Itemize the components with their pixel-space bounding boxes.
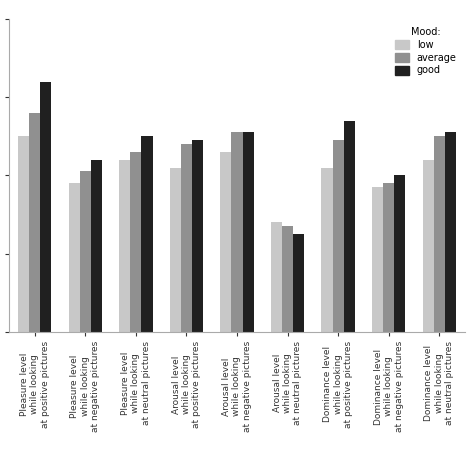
Bar <box>422 160 434 332</box>
Bar <box>170 168 181 332</box>
Bar <box>333 140 344 332</box>
Bar <box>383 183 394 332</box>
Bar <box>91 160 102 332</box>
Legend: low, average, good: low, average, good <box>392 24 460 78</box>
Bar <box>344 121 355 332</box>
Bar <box>141 137 153 332</box>
Bar <box>321 168 333 332</box>
Bar <box>271 222 282 332</box>
Bar <box>231 132 243 332</box>
Bar <box>394 175 405 332</box>
Bar <box>434 137 445 332</box>
Bar <box>18 137 29 332</box>
Bar <box>40 82 52 332</box>
Bar <box>243 132 254 332</box>
Bar <box>69 183 80 332</box>
Bar <box>282 226 293 332</box>
Bar <box>445 132 456 332</box>
Bar <box>80 172 91 332</box>
Bar <box>220 152 231 332</box>
Bar <box>119 160 130 332</box>
Bar <box>181 144 192 332</box>
Bar <box>192 140 203 332</box>
Bar <box>130 152 141 332</box>
Bar <box>372 187 383 332</box>
Bar <box>293 234 304 332</box>
Bar <box>29 113 40 332</box>
